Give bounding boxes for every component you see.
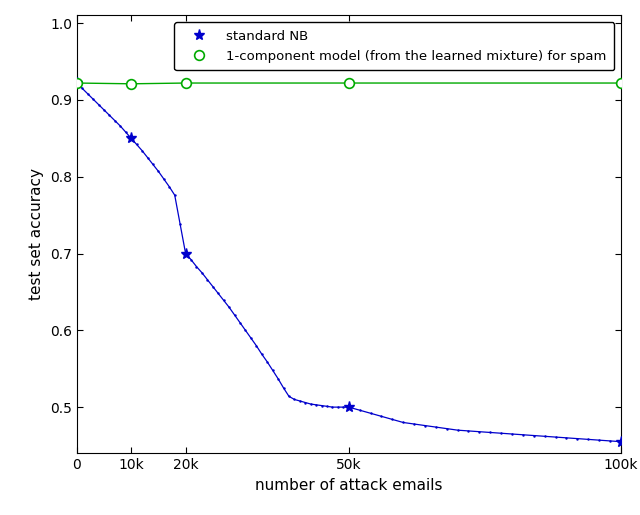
1-component model (from the learned mixture) for spam (617, 80, 625, 86)
1-component model (from the learned mixture) for spam (182, 80, 189, 86)
standard NB (617, 439, 625, 445)
Line: standard NB: standard NB (71, 77, 627, 447)
X-axis label: number of attack emails: number of attack emails (255, 477, 442, 493)
1-component model (from the learned mixture) for spam (127, 81, 135, 87)
standard NB (182, 250, 189, 256)
1-component model (from the learned mixture) for spam (73, 80, 81, 86)
standard NB (127, 135, 135, 142)
Line: 1-component model (from the learned mixture) for spam: 1-component model (from the learned mixt… (72, 78, 626, 89)
standard NB (345, 404, 353, 410)
standard NB (73, 80, 81, 86)
Y-axis label: test set accuracy: test set accuracy (29, 168, 44, 300)
1-component model (from the learned mixture) for spam (345, 80, 353, 86)
Legend: standard NB, 1-component model (from the learned mixture) for spam: standard NB, 1-component model (from the… (175, 22, 614, 71)
